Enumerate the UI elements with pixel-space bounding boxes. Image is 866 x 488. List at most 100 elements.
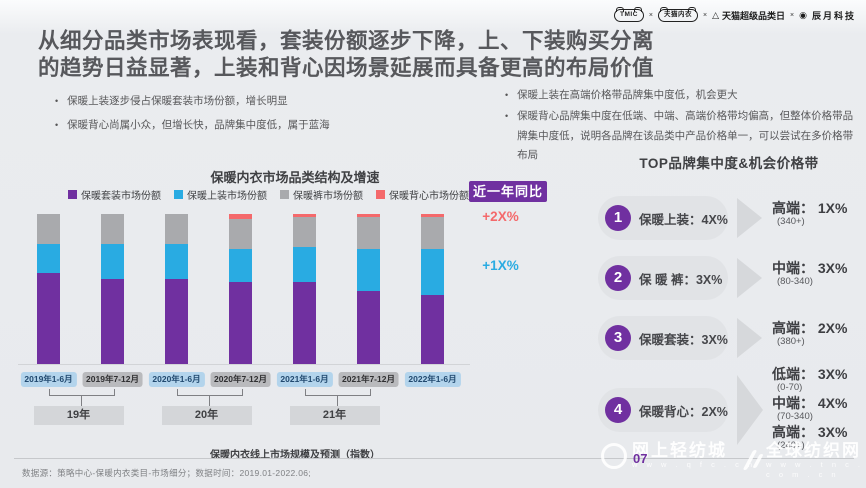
bar-segment xyxy=(293,247,316,282)
logo-separator: × xyxy=(648,12,653,19)
left-bullet-2: • 保暖背心尚属小众，但增长快，品牌集中度低，属于蓝海 xyxy=(55,116,330,136)
right-bullet-1: • 保暖上装在高端价格带品牌集中度低，机会更大 xyxy=(505,86,738,106)
legend-swatch-icon xyxy=(280,190,289,199)
bar-segment xyxy=(37,272,60,364)
year-bracket xyxy=(48,389,115,396)
tmic-logo-icon: TMIC xyxy=(614,7,644,22)
logo-separator: × xyxy=(703,12,708,19)
legend-label: 保暖套装市场份额 xyxy=(81,191,161,202)
legend-label: 保暖上装市场份额 xyxy=(187,191,267,202)
category-pill-label: 保 暖 裤：3X% xyxy=(639,272,723,287)
watermark-qfc: 网上轻纺城 w w w . q f c . c n xyxy=(601,441,756,470)
rank-number-badge: 4 xyxy=(605,397,631,423)
watermark-tnc-name: 全球纺织网 xyxy=(765,441,861,460)
legend-label: 保暖裤市场份额 xyxy=(293,191,363,202)
legend-label: 保暖背心市场份额 xyxy=(389,191,469,202)
price-bands: 高端： 1X% (340+) xyxy=(772,201,847,230)
legend-item: 保暖上装市场份额 xyxy=(174,187,267,202)
circle-logo-icon: ◉ xyxy=(799,10,809,20)
bar-segment xyxy=(229,281,252,364)
tmall-super-category-day-label: 天猫超级品类日 xyxy=(722,11,786,21)
bar-segment xyxy=(293,281,316,364)
legend-item: 保暖套装市场份额 xyxy=(68,187,161,202)
data-source-note: 数据源：策略中心-保暖内衣类目-市场细分；数据时间：2019.01-2022.0… xyxy=(22,468,311,478)
stacked-bar xyxy=(165,214,188,364)
yoy-badge: 近一年同比 xyxy=(469,181,547,202)
legend-swatch-icon xyxy=(174,190,183,199)
left-bullet-1: • 保暖上装逐步侵占保暖套装市场份额，增长明显 xyxy=(55,92,288,112)
x-axis-line xyxy=(18,364,470,365)
year-bracket xyxy=(304,389,371,396)
chenyue-tech-logo: ◉ 辰月科技 xyxy=(799,9,856,22)
left-bullet-2-text: 保暖背心尚属小众，但增长快，品牌集中度低，属于蓝海 xyxy=(67,119,330,131)
slide-title-line2: 的趋势日益显著，上装和背心因场景延展而具备更高的布局价值 xyxy=(38,56,655,80)
arrow-right-icon xyxy=(737,258,762,298)
triangle-icon: △ xyxy=(712,10,720,20)
right-bullet-2-text: 保暖背心品牌集中度在低端、中端、高端价格带均偏高，但整体价格带品牌集中度低，说明… xyxy=(517,110,854,161)
bar-segment xyxy=(357,214,380,217)
category-pill-label: 保暖背心：2X% xyxy=(639,404,728,419)
bullet-dot-icon: • xyxy=(505,111,509,121)
price-band-value: 中端： 3X% xyxy=(772,260,848,276)
watermark-qfc-name: 网上轻纺城 xyxy=(632,441,727,460)
panel-title: TOP品牌集中度&机会价格带 xyxy=(639,156,819,171)
price-band-value: 高端： 3X% xyxy=(772,424,848,440)
category-pill: 1 保暖上装：4X% xyxy=(598,196,728,240)
year-group-label: 21年 xyxy=(289,406,380,425)
stacked-bar xyxy=(357,214,380,364)
stacked-bar xyxy=(293,214,316,364)
legend-item: 保暖裤市场份额 xyxy=(280,187,363,202)
chart-caption: 保暖内衣线上市场规模及预测（指数） xyxy=(210,450,380,461)
right-bullet-1-text: 保暖上装在高端价格带品牌集中度低，机会更大 xyxy=(517,89,738,101)
x-axis-label: 2021年1-6月 xyxy=(276,372,333,387)
category-pill-label: 保暖上装：4X% xyxy=(639,212,728,227)
bar-segment xyxy=(293,217,316,247)
right-bullet-2: • 保暖背心品牌集中度在低端、中端、高端价格带均偏高，但整体价格带品牌集中度低，… xyxy=(505,107,857,166)
price-bands: 低端： 3X% (0-70) 中端： 4X% (70-340) 高端： 3X% (240+… xyxy=(772,367,847,454)
chenyue-tech-label: 辰月科技 xyxy=(811,11,856,21)
price-band-range: (0-70) xyxy=(777,382,803,393)
bar-segment xyxy=(421,248,444,295)
year-group-label: 19年 xyxy=(33,406,124,425)
tnc-logo-icon xyxy=(742,449,764,472)
price-band-value: 高端： 1X% xyxy=(772,200,848,216)
price-band-value: 中端： 4X% xyxy=(772,395,848,411)
bar-segment xyxy=(421,217,444,249)
price-band-range: (80-340) xyxy=(777,276,813,287)
bar-segment xyxy=(229,214,252,219)
category-pill: 2 保 暖 裤：3X% xyxy=(598,256,728,300)
legend-item: 保暖背心市场份额 xyxy=(376,187,469,202)
tmall-super-category-day-logo: △ 天猫超级品类日 xyxy=(712,9,785,22)
slide-title: 从细分品类市场表现看，套装份额逐步下降，上、下装购买分离 的趋势日益显著，上装和… xyxy=(38,28,848,82)
watermark-tnc: 全球纺织网 w w w . t n c . c o m . c n xyxy=(742,441,866,480)
bar-segment xyxy=(421,214,444,217)
partner-logos: TMIC × 天猫内衣 × △ 天猫超级品类日 × ◉ 辰月科技 xyxy=(614,7,856,22)
price-band-range: (240+) xyxy=(777,440,805,451)
category-pill: 3 保暖套装：3X% xyxy=(598,316,728,360)
x-axis-label: 2022年1-6月 xyxy=(404,372,461,387)
stacked-bar xyxy=(37,214,60,364)
bar-segment xyxy=(293,214,316,217)
bar-segment xyxy=(229,218,252,249)
bullet-dot-icon: • xyxy=(55,96,59,106)
bar-segment xyxy=(357,217,380,249)
bar-segment xyxy=(101,278,124,364)
x-axis-label: 2019年7-12月 xyxy=(82,372,143,387)
rank-number-badge: 3 xyxy=(605,325,631,351)
stacked-bar xyxy=(229,214,252,364)
bar-segment xyxy=(229,248,252,282)
legend-swatch-icon xyxy=(376,190,385,199)
bar-segment xyxy=(37,214,60,244)
arrow-right-icon xyxy=(737,318,762,358)
year-bracket-stem xyxy=(336,395,338,406)
annotation-vest-growth: +2X% xyxy=(482,209,519,224)
annotation-top-growth: +1X% xyxy=(482,258,519,273)
price-band-value: 高端： 2X% xyxy=(772,320,848,336)
bar-segment xyxy=(421,295,444,364)
chart-legend: 保暖套装市场份额 保暖上装市场份额 保暖裤市场份额 保暖背心市场份额 xyxy=(68,187,469,202)
bar-segment xyxy=(165,278,188,364)
price-bands: 高端： 2X% (380+) xyxy=(772,321,847,350)
tmall-underwear-logo-icon: 天猫内衣 xyxy=(658,7,698,22)
legend-swatch-icon xyxy=(68,190,77,199)
